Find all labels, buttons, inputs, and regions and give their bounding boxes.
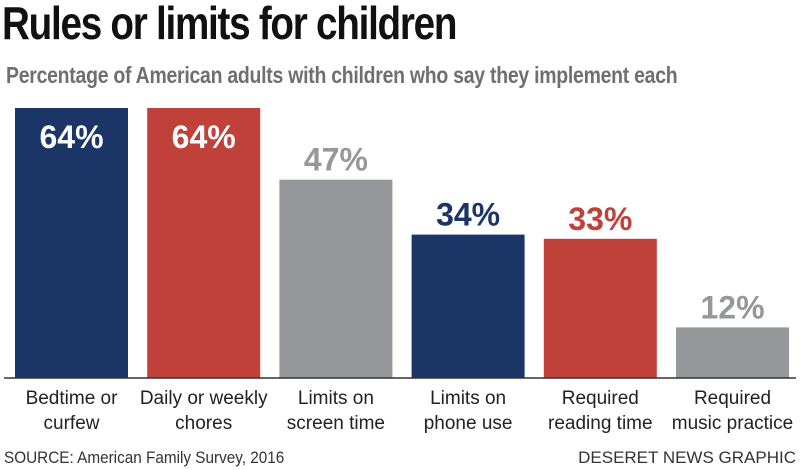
value-label-5: 33% [568, 201, 632, 237]
value-label-1: 64% [39, 119, 103, 155]
bar-2 [147, 108, 261, 378]
chart-title: Rules or limits for children [2, 0, 458, 49]
bars-layer [15, 108, 789, 378]
category-label-3-line-1: Limits on [298, 388, 374, 409]
category-label-4-line-1: Limits on [430, 388, 506, 409]
category-label-6-line-1: Required [694, 388, 771, 409]
category-label-1-line-2: curfew [44, 413, 100, 434]
category-label-5-line-1: Required [562, 388, 639, 409]
labels-layer: 64% Bedtime or curfew 64% Daily or weekly cho… [26, 119, 794, 434]
graphic-credit: DESERET NEWS GRAPHIC [578, 448, 796, 467]
category-label-3-line-2: screen time [287, 413, 385, 434]
bar-1 [15, 108, 128, 378]
bar-5 [543, 238, 657, 378]
chart-subtitle: Percentage of American adults with child… [6, 62, 678, 88]
source-note: SOURCE: American Family Survey, 2016 [4, 448, 285, 467]
value-label-6: 12% [700, 289, 764, 325]
value-label-4: 34% [436, 197, 500, 233]
bar-3 [279, 179, 393, 378]
category-label-5-line-2: reading time [548, 413, 653, 434]
category-label-4-line-2: phone use [424, 413, 513, 434]
category-label-1-line-1: Bedtime or [26, 388, 119, 409]
bar-6 [676, 327, 789, 378]
value-label-3: 47% [304, 142, 368, 178]
category-label-2-line-1: Daily or weekly [140, 388, 268, 409]
category-label-2-line-2: chores [175, 413, 232, 434]
value-label-2: 64% [172, 119, 236, 155]
bar-chart: 64% Bedtime or curfew 64% Daily or weekly cho… [4, 108, 796, 434]
bar-4 [411, 234, 525, 378]
category-label-6-line-2: music practice [672, 413, 793, 434]
